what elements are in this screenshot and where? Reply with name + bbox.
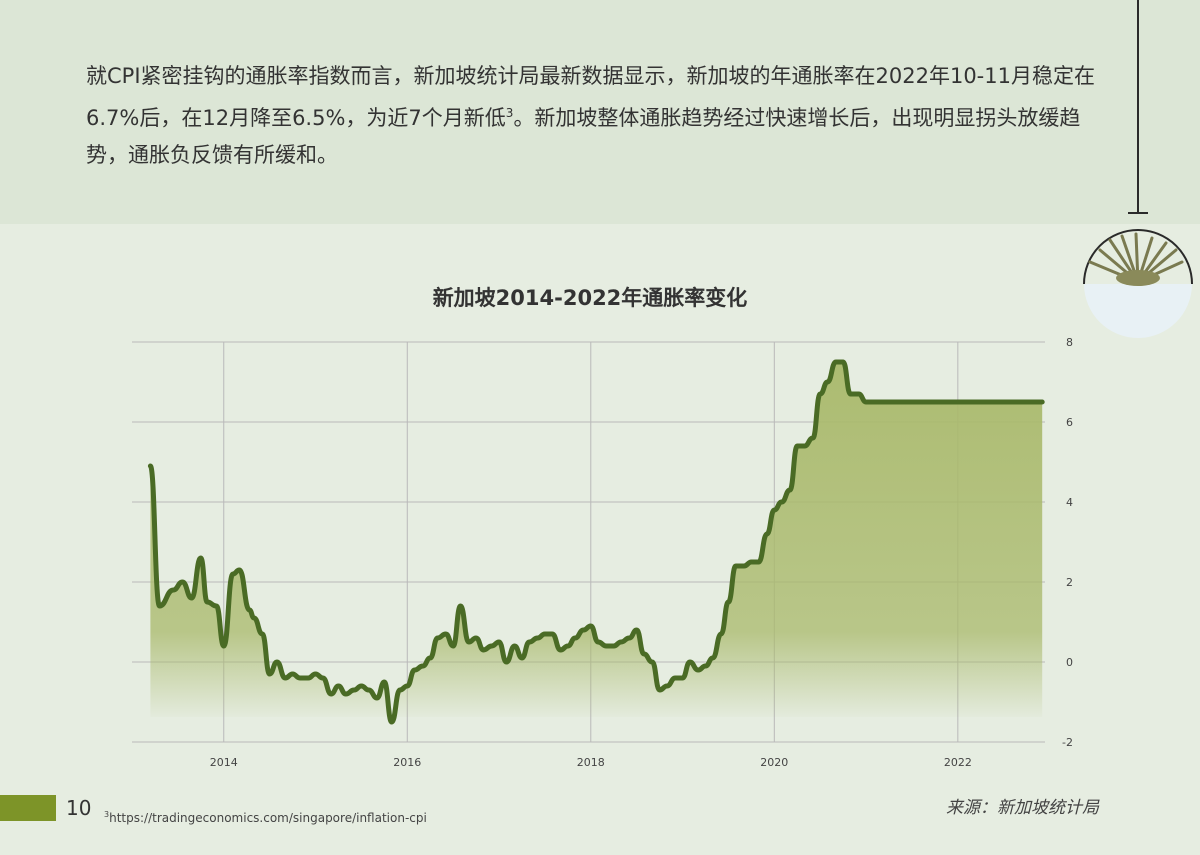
chart-title: 新加坡2014-2022年通胀率变化 bbox=[432, 286, 748, 310]
footnote: 3https://tradingeconomics.com/singapore/… bbox=[104, 810, 427, 825]
x-tick-label: 2016 bbox=[393, 756, 421, 769]
page-accent-bar bbox=[0, 795, 56, 821]
inflation-chart: 2014 2016 2018 2020 2022 -2 0 2 4 6 8 bbox=[132, 336, 1073, 769]
y-tick-label: 8 bbox=[1066, 336, 1073, 349]
x-tick-label: 2018 bbox=[577, 756, 605, 769]
intro-paragraph: 就CPI紧密挂钩的通胀率指数而言，新加坡统计局最新数据显示，新加坡的年通胀率在2… bbox=[86, 58, 1106, 174]
intro-text: 就CPI紧密挂钩的通胀率指数而言，新加坡统计局最新数据显示，新加坡的年通胀率在2… bbox=[86, 64, 1095, 130]
inflation-line bbox=[147, 359, 1045, 725]
header-band bbox=[0, 0, 1200, 224]
footnote-marker: 3 bbox=[104, 810, 110, 819]
y-axis-ticks: -2 0 2 4 6 8 bbox=[1062, 336, 1073, 749]
footnote-ref: 3 bbox=[505, 106, 514, 120]
page-number: 10 bbox=[66, 796, 92, 820]
inflation-area bbox=[150, 362, 1043, 722]
hanging-plant-icon bbox=[1083, 0, 1193, 338]
x-tick-label: 2014 bbox=[210, 756, 238, 769]
y-tick-label: 0 bbox=[1066, 656, 1073, 669]
x-tick-label: 2022 bbox=[944, 756, 972, 769]
y-tick-label: 4 bbox=[1066, 496, 1073, 509]
intro-text-after: 。新加坡整体通胀趋势经过快速增长后，出现明显拐头放缓趋势，通胀负反馈有所缓和。 bbox=[86, 106, 1081, 167]
x-tick-label: 2020 bbox=[760, 756, 788, 769]
y-tick-label: -2 bbox=[1062, 736, 1073, 749]
y-tick-label: 6 bbox=[1066, 416, 1073, 429]
y-tick-label: 2 bbox=[1066, 576, 1073, 589]
x-axis-ticks: 2014 2016 2018 2020 2022 bbox=[210, 756, 972, 769]
source-note: 来源：新加坡统计局 bbox=[946, 798, 1099, 818]
footnote-url: https://tradingeconomics.com/singapore/i… bbox=[109, 811, 427, 825]
